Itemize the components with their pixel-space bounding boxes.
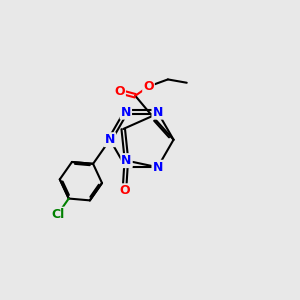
Text: N: N: [122, 154, 132, 167]
Text: O: O: [143, 80, 154, 93]
Text: N: N: [105, 133, 115, 146]
Text: Cl: Cl: [51, 208, 64, 221]
Text: N: N: [152, 106, 163, 119]
Text: N: N: [121, 106, 131, 119]
Text: N: N: [152, 161, 163, 174]
Text: O: O: [114, 85, 125, 98]
Text: O: O: [119, 184, 130, 197]
